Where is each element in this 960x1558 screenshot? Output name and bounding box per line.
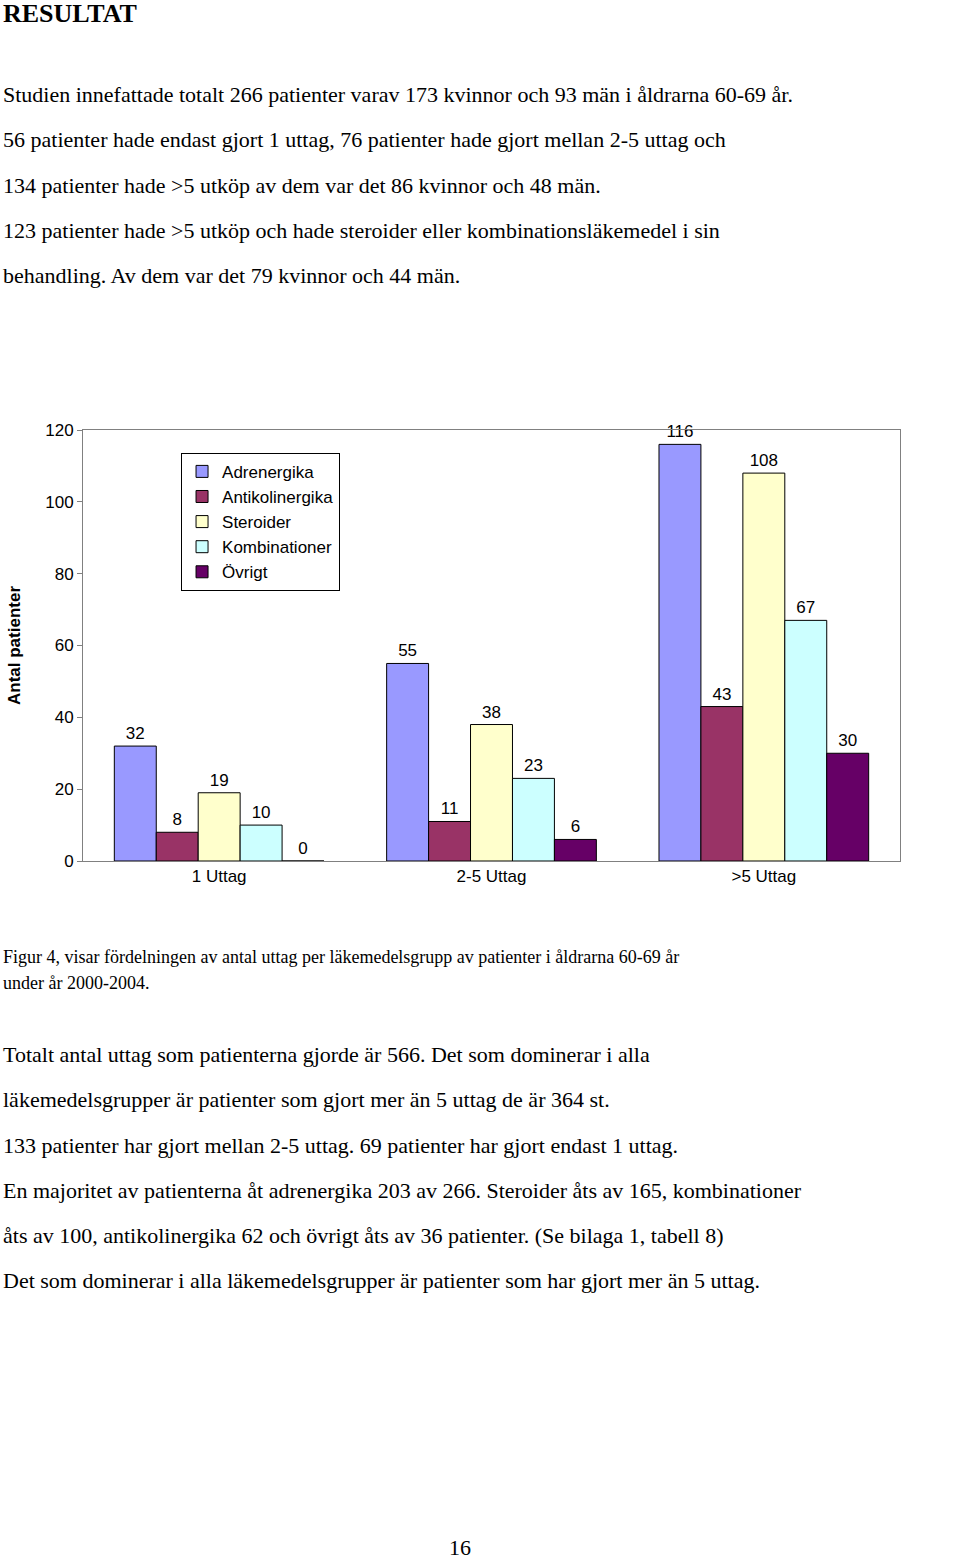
html-text:RESULTAT: RESULTAT xyxy=(3,0,137,28)
svg-text:0: 0 xyxy=(64,852,73,871)
html-text:123 patienter hade >5 utköp oc: 123 patienter hade >5 utköp och hade ste… xyxy=(3,217,720,243)
svg-text:120: 120 xyxy=(45,421,73,440)
svg-text:Adrenergika: Adrenergika xyxy=(222,463,314,482)
svg-text:10: 10 xyxy=(252,803,271,822)
svg-text:40: 40 xyxy=(55,708,74,727)
svg-text:19: 19 xyxy=(210,771,229,790)
html-text:134 patienter hade >5 utköp av: 134 patienter hade >5 utköp av dem var d… xyxy=(3,172,601,198)
svg-text:>5 Uttag: >5 Uttag xyxy=(731,867,796,886)
html-text:Det som dominerar i alla läkem: Det som dominerar i alla läkemedelsgrupp… xyxy=(3,1268,760,1294)
svg-text:1 Uttag: 1 Uttag xyxy=(192,867,247,886)
html-text:56 patienter hade endast gjort: 56 patienter hade endast gjort 1 uttag, … xyxy=(3,127,726,153)
svg-text:80: 80 xyxy=(55,565,74,584)
svg-text:0: 0 xyxy=(298,839,307,858)
svg-text:11: 11 xyxy=(441,799,459,818)
svg-text:67: 67 xyxy=(796,598,815,617)
svg-text:55: 55 xyxy=(398,641,417,660)
html-text:under år 2000-2004.: under år 2000-2004. xyxy=(3,973,150,993)
svg-text:60: 60 xyxy=(55,636,74,655)
svg-text:43: 43 xyxy=(712,685,731,704)
svg-text:2-5 Uttag: 2-5 Uttag xyxy=(457,867,527,886)
svg-text:20: 20 xyxy=(55,780,74,799)
svg-text:Steroider: Steroider xyxy=(222,513,291,532)
html-text:Totalt antal uttag som patient: Totalt antal uttag som patienterna gjord… xyxy=(3,1042,650,1067)
html-text:Figur 4, visar fördelningen av: Figur 4, visar fördelningen av antal utt… xyxy=(3,947,680,967)
svg-text:32: 32 xyxy=(126,724,145,743)
html-text:133 patienter har gjort mellan: 133 patienter har gjort mellan 2-5 uttag… xyxy=(3,1132,679,1158)
html-text:åts av 100, antikolinergika 62: åts av 100, antikolinergika 62 och övrig… xyxy=(3,1223,724,1249)
svg-text:108: 108 xyxy=(750,451,778,470)
svg-text:Antal patienter: Antal patienter xyxy=(5,586,24,705)
svg-text:6: 6 xyxy=(571,817,580,836)
svg-text:30: 30 xyxy=(838,731,857,750)
svg-text:38: 38 xyxy=(482,703,501,722)
svg-text:116: 116 xyxy=(666,422,693,441)
html-text:behandling. Av dem var det 79: behandling. Av dem var det 79 kvinnor oc… xyxy=(3,263,461,289)
svg-text:Kombinationer: Kombinationer xyxy=(222,538,332,557)
html-text:En majoritet av patienterna åt: En majoritet av patienterna åt adrenergi… xyxy=(3,1177,802,1203)
html-text:läkemedelsgrupper är patienter: läkemedelsgrupper är patienter som gjort… xyxy=(3,1087,610,1113)
svg-text:Antikolinergika: Antikolinergika xyxy=(222,488,333,507)
svg-text:8: 8 xyxy=(172,810,181,829)
html-text:Studien innefattade totalt 266: Studien innefattade totalt 266 patienter… xyxy=(3,82,793,107)
svg-text:Övrigt: Övrigt xyxy=(222,563,268,582)
svg-text:23: 23 xyxy=(524,756,543,775)
svg-text:100: 100 xyxy=(45,493,73,512)
